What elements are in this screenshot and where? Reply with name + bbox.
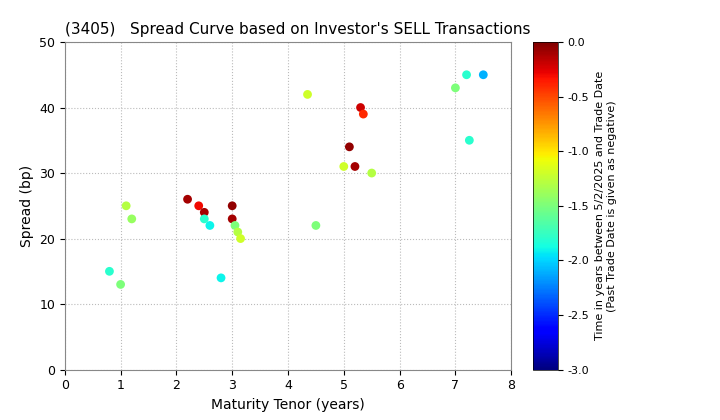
Point — [232, 228, 243, 235]
Point — [226, 215, 238, 222]
Point — [366, 170, 377, 176]
Point — [464, 137, 475, 144]
Point — [349, 163, 361, 170]
Y-axis label: Spread (bp): Spread (bp) — [19, 165, 34, 247]
Point — [355, 104, 366, 111]
Point — [199, 209, 210, 216]
Point — [338, 163, 350, 170]
Point — [199, 215, 210, 222]
Point — [477, 71, 489, 78]
X-axis label: Maturity Tenor (years): Maturity Tenor (years) — [211, 398, 365, 412]
Point — [181, 196, 193, 202]
Text: (3405)   Spread Curve based on Investor's SELL Transactions: (3405) Spread Curve based on Investor's … — [65, 22, 531, 37]
Point — [235, 235, 246, 242]
Point — [126, 215, 138, 222]
Y-axis label: Time in years between 5/2/2025 and Trade Date
(Past Trade Date is given as negat: Time in years between 5/2/2025 and Trade… — [595, 71, 616, 341]
Point — [310, 222, 322, 229]
Point — [204, 222, 216, 229]
Point — [358, 111, 369, 118]
Point — [449, 84, 461, 91]
Point — [115, 281, 127, 288]
Point — [461, 71, 472, 78]
Point — [229, 222, 240, 229]
Point — [193, 202, 204, 209]
Point — [226, 202, 238, 209]
Point — [120, 202, 132, 209]
Point — [302, 91, 313, 98]
Point — [343, 144, 355, 150]
Point — [104, 268, 115, 275]
Point — [215, 275, 227, 281]
